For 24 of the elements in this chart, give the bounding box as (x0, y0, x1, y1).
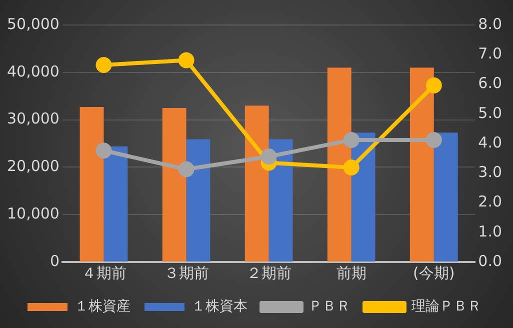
y-tick-label: 30,000 (6, 110, 60, 128)
x-tick-label: 前期 (336, 264, 366, 282)
x-tick-label: ４期前 (81, 264, 126, 282)
y-tick-label: 40,000 (6, 62, 60, 80)
y2-tick-label: 4.0 (478, 133, 502, 152)
y2-tick-label: 3.0 (478, 163, 502, 182)
y2-tick-label: 5.0 (478, 104, 502, 122)
y2-tick-label: 8.0 (478, 14, 502, 33)
y-tick-label: 0 (50, 252, 60, 270)
x-tick-label: (今期) (413, 264, 455, 282)
legend-label: １株資産 (74, 298, 130, 315)
y2-tick-label: 7.0 (478, 44, 502, 63)
x-tick-label: ２期前 (246, 264, 292, 282)
legend-label: ＰＢＲ (308, 298, 350, 315)
x-tick-label: ３期前 (164, 264, 209, 282)
y2-tick-label: 2.0 (478, 192, 502, 211)
y2-tick-label: 6.0 (478, 74, 502, 92)
y-tick-label: 20,000 (6, 157, 60, 176)
y-tick-label: 10,000 (6, 204, 60, 222)
y-tick-label: 50,000 (6, 14, 60, 33)
legend-label: 理論ＰＢＲ (412, 298, 482, 315)
y2-tick-label: 0.0 (478, 252, 502, 270)
legend-label: １株資本 (192, 298, 248, 315)
y2-tick-label: 1.0 (478, 222, 502, 240)
